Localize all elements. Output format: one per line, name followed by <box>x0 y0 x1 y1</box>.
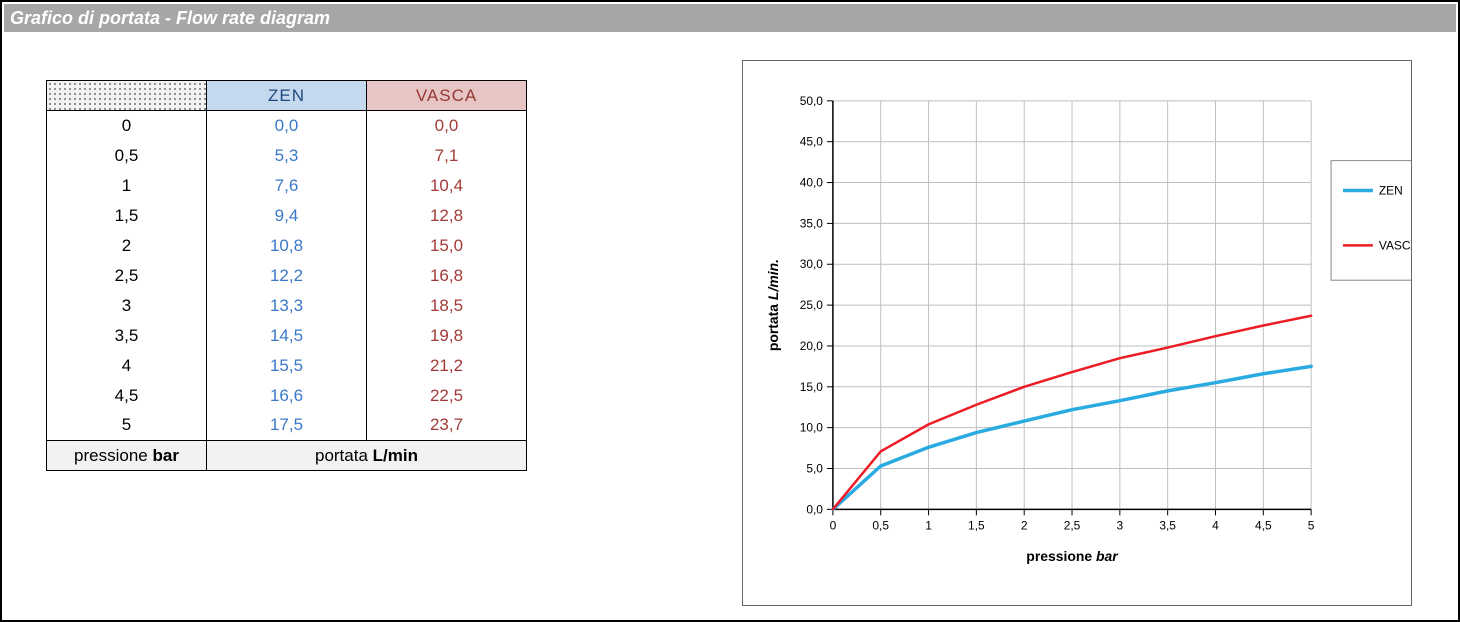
svg-text:5: 5 <box>1308 518 1315 532</box>
cell-zen: 10,8 <box>207 231 367 261</box>
cell-pressure: 3 <box>47 291 207 321</box>
svg-text:35,0: 35,0 <box>800 216 824 230</box>
cell-vasca: 21,2 <box>367 351 527 381</box>
cell-pressure: 2 <box>47 231 207 261</box>
cell-vasca: 22,5 <box>367 381 527 411</box>
svg-text:45,0: 45,0 <box>800 135 824 149</box>
footer-pressure-label: pressione bar <box>47 441 207 471</box>
top-divider-stub <box>602 0 604 2</box>
cell-zen: 7,6 <box>207 171 367 201</box>
svg-text:pressione bar: pressione bar <box>1026 548 1119 564</box>
cell-zen: 13,3 <box>207 291 367 321</box>
svg-text:1: 1 <box>925 518 932 532</box>
table-row: 210,815,0 <box>47 231 527 261</box>
cell-vasca: 0,0 <box>367 111 527 141</box>
cell-vasca: 23,7 <box>367 411 527 441</box>
cell-vasca: 7,1 <box>367 141 527 171</box>
title-text: Grafico di portata - Flow rate diagram <box>10 8 330 29</box>
cell-pressure: 1,5 <box>47 201 207 231</box>
section-title: Grafico di portata - Flow rate diagram <box>4 4 1456 32</box>
svg-text:20,0: 20,0 <box>800 339 824 353</box>
table-row: 517,523,7 <box>47 411 527 441</box>
svg-text:5,0: 5,0 <box>806 461 823 475</box>
cell-zen: 9,4 <box>207 201 367 231</box>
svg-text:0: 0 <box>830 518 837 532</box>
cell-pressure: 0 <box>47 111 207 141</box>
cell-vasca: 19,8 <box>367 321 527 351</box>
content-area: ZEN VASCA 00,00,00,55,37,117,610,41,59,4… <box>2 50 1458 620</box>
svg-text:4: 4 <box>1212 518 1219 532</box>
table-footer-row: pressione bar portata L/min <box>47 441 527 471</box>
svg-text:VASCA: VASCA <box>1379 238 1411 252</box>
flow-chart-svg: 00,511,522,533,544,550,05,010,015,020,02… <box>743 61 1411 605</box>
cell-zen: 0,0 <box>207 111 367 141</box>
svg-text:10,0: 10,0 <box>800 421 824 435</box>
cell-zen: 16,6 <box>207 381 367 411</box>
table-row: 00,00,0 <box>47 111 527 141</box>
cell-vasca: 10,4 <box>367 171 527 201</box>
cell-vasca: 18,5 <box>367 291 527 321</box>
svg-text:3: 3 <box>1117 518 1124 532</box>
flow-table: ZEN VASCA 00,00,00,55,37,117,610,41,59,4… <box>46 80 527 471</box>
svg-text:2: 2 <box>1021 518 1028 532</box>
cell-pressure: 2,5 <box>47 261 207 291</box>
svg-text:15,0: 15,0 <box>800 380 824 394</box>
svg-text:0,5: 0,5 <box>872 518 889 532</box>
cell-pressure: 1 <box>47 171 207 201</box>
flow-table-wrap: ZEN VASCA 00,00,00,55,37,117,610,41,59,4… <box>2 50 527 620</box>
svg-text:ZEN: ZEN <box>1379 184 1403 198</box>
cell-vasca: 15,0 <box>367 231 527 261</box>
table-row: 1,59,412,8 <box>47 201 527 231</box>
svg-text:2,5: 2,5 <box>1064 518 1081 532</box>
svg-text:30,0: 30,0 <box>800 257 824 271</box>
svg-text:3,5: 3,5 <box>1159 518 1176 532</box>
top-border <box>2 0 1458 2</box>
table-header-row: ZEN VASCA <box>47 81 527 111</box>
table-row: 4,516,622,5 <box>47 381 527 411</box>
cell-pressure: 5 <box>47 411 207 441</box>
document-panel: Grafico di portata - Flow rate diagram Z… <box>0 0 1460 622</box>
column-header-vasca: VASCA <box>367 81 527 111</box>
cell-pressure: 3,5 <box>47 321 207 351</box>
cell-vasca: 16,8 <box>367 261 527 291</box>
svg-text:40,0: 40,0 <box>800 176 824 190</box>
cell-pressure: 4,5 <box>47 381 207 411</box>
table-row: 313,318,5 <box>47 291 527 321</box>
svg-text:25,0: 25,0 <box>800 298 824 312</box>
table-corner-cell <box>47 81 207 111</box>
cell-vasca: 12,8 <box>367 201 527 231</box>
cell-pressure: 0,5 <box>47 141 207 171</box>
svg-text:0,0: 0,0 <box>806 502 823 516</box>
table-row: 0,55,37,1 <box>47 141 527 171</box>
svg-text:portata L/min.: portata L/min. <box>765 259 781 351</box>
flow-chart: 00,511,522,533,544,550,05,010,015,020,02… <box>742 60 1412 606</box>
cell-zen: 15,5 <box>207 351 367 381</box>
footer-flow-label: portata L/min <box>207 441 527 471</box>
cell-pressure: 4 <box>47 351 207 381</box>
cell-zen: 12,2 <box>207 261 367 291</box>
table-row: 415,521,2 <box>47 351 527 381</box>
table-row: 17,610,4 <box>47 171 527 201</box>
cell-zen: 5,3 <box>207 141 367 171</box>
table-row: 2,512,216,8 <box>47 261 527 291</box>
column-header-zen: ZEN <box>207 81 367 111</box>
svg-text:4,5: 4,5 <box>1255 518 1272 532</box>
svg-text:1,5: 1,5 <box>968 518 985 532</box>
table-row: 3,514,519,8 <box>47 321 527 351</box>
cell-zen: 17,5 <box>207 411 367 441</box>
svg-text:50,0: 50,0 <box>800 94 824 108</box>
cell-zen: 14,5 <box>207 321 367 351</box>
